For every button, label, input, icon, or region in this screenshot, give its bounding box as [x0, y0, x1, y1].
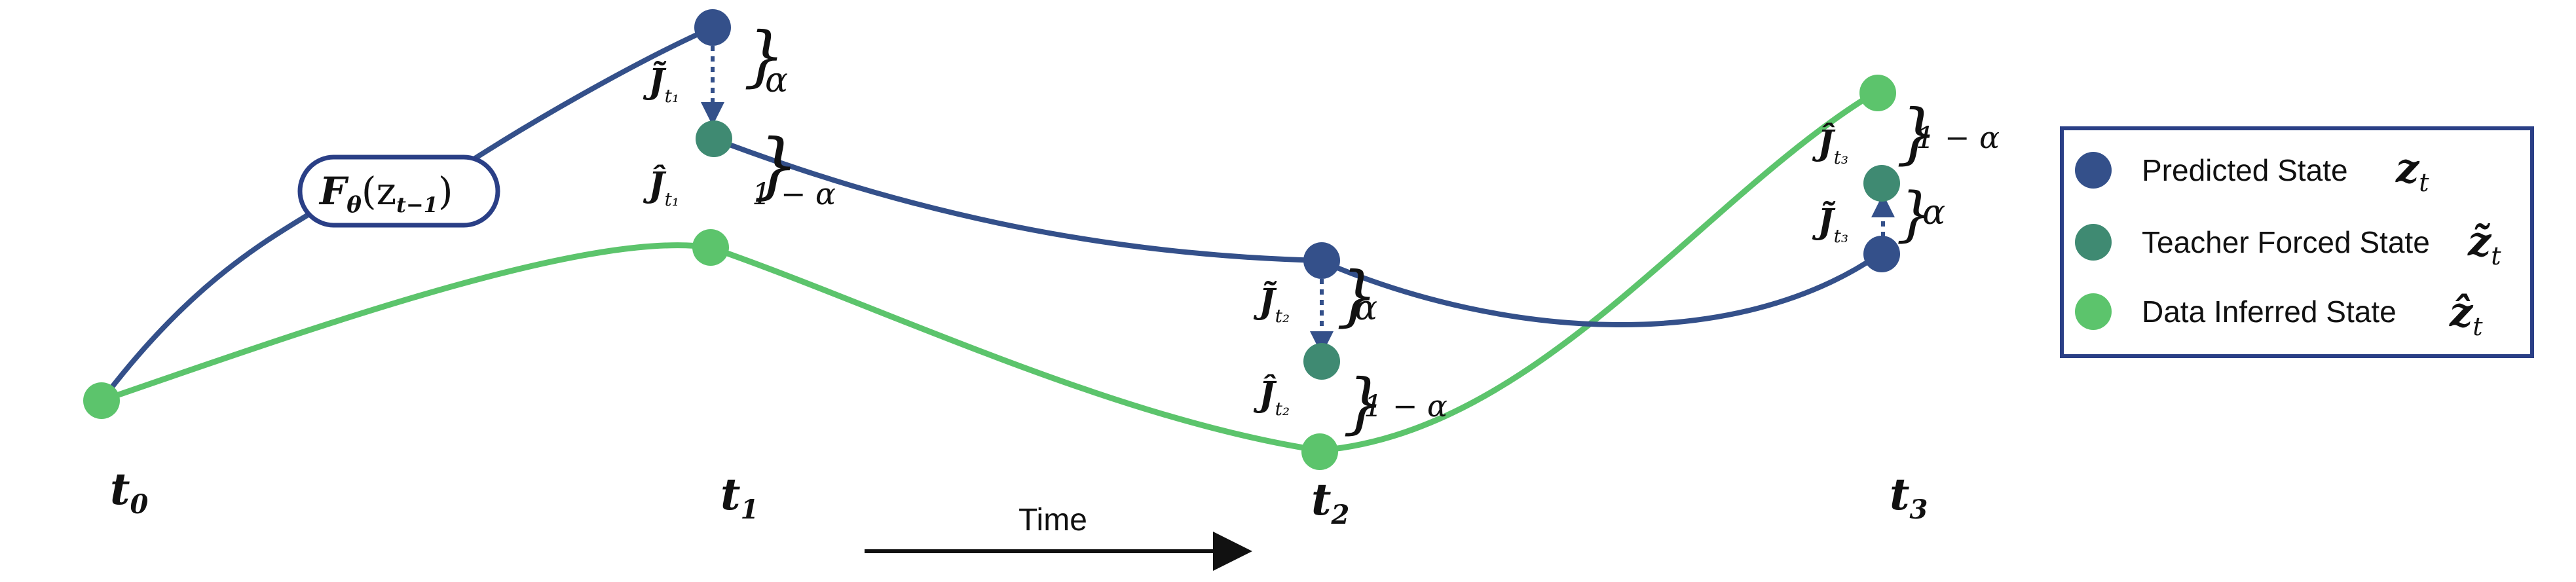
alpha-label-t2: α [1354, 289, 1377, 328]
data-inferred-trajectory [100, 90, 1876, 454]
legend-label-inferred: Data Inferred State [2142, 295, 2397, 329]
teacher-forced-node-t2 [1303, 343, 1340, 380]
jacobian-hat-t2: Ĵt₂ [1253, 374, 1290, 420]
predicted-trajectory-seg0 [99, 200, 329, 403]
one-minus-alpha-label-t2: 1 − α [1364, 388, 1447, 424]
predicted-trajectory-seg1 [713, 136, 1322, 263]
legend-swatch-teacher [2075, 224, 2112, 261]
t1-cluster: } } α 1 − α J̃t₁ Ĵt₁ [643, 9, 836, 266]
teacher-forced-node-t3 [1863, 165, 1900, 202]
svg-text:}: } [1896, 180, 1933, 249]
predicted-state-node-t2 [1303, 242, 1340, 279]
alpha-label-t3: α [1922, 193, 1945, 232]
legend-item-teacher: Teacher Forced State z̃t [2075, 217, 2501, 270]
data-inferred-node-t1 [692, 229, 729, 266]
jacobian-tilde-t2: J̃t₂ [1253, 282, 1290, 327]
time-label-t0: t0 [110, 464, 149, 520]
legend: Predicted State zt Teacher Forced State … [2060, 126, 2534, 358]
jacobian-hat-t3: Ĵt₃ [1812, 122, 1848, 168]
svg-text:}: } [1896, 95, 1938, 172]
svg-text:Fθ(zt−1): Fθ(zt−1) [318, 169, 453, 218]
time-label-t3: t3 [1890, 469, 1928, 525]
data-inferred-node-t3 [1859, 75, 1896, 111]
legend-item-predicted: Predicted State zt [2075, 144, 2429, 197]
t3-cluster: } } 1 − α α Ĵt₃ J̃t₃ [1812, 75, 2000, 272]
predicted-state-node-t1 [694, 9, 731, 46]
svg-text:}: } [1336, 257, 1378, 334]
initial-state-node-t0 [83, 382, 120, 419]
time-label-t2: t2 [1311, 474, 1349, 530]
predicted-trajectory-seg0b [457, 25, 714, 172]
jacobian-tilde-t1: J̃t₁ [643, 62, 679, 107]
legend-label-predicted: Predicted State [2142, 153, 2348, 187]
transition-function-box: Fθ(zt−1) [297, 155, 500, 228]
predicted-trajectory-seg2 [1322, 251, 1882, 327]
predicted-state-node-t3 [1863, 236, 1900, 272]
legend-swatch-inferred [2075, 293, 2112, 330]
svg-text:}: } [753, 123, 799, 207]
legend-label-teacher: Teacher Forced State [2142, 225, 2430, 259]
svg-text:}: } [1343, 365, 1385, 441]
one-minus-alpha-label-t1: 1 − α [752, 176, 836, 211]
legend-item-inferred: Data Inferred State ẑt [2075, 288, 2483, 341]
jacobian-hat-t1: Ĵt₁ [643, 164, 679, 210]
legend-symbol-inferred: ẑt [2449, 288, 2483, 341]
time-axis-arrow: Time [865, 503, 1252, 571]
data-inferred-node-t2 [1301, 433, 1338, 470]
legend-symbol-teacher: z̃t [2467, 217, 2501, 270]
legend-swatch-predicted [2075, 152, 2112, 189]
svg-text:}: } [743, 18, 785, 94]
jacobian-tilde-t3: J̃t₃ [1812, 202, 1848, 247]
t2-cluster: } } α 1 − α J̃t₂ Ĵt₂ [1253, 242, 1447, 470]
legend-symbol-predicted: zt [2395, 144, 2429, 197]
one-minus-alpha-label-t3: 1 − α [1916, 120, 2000, 155]
time-arrow-label: Time [1018, 503, 1087, 537]
teacher-forced-node-t1 [696, 120, 732, 157]
alpha-label-t1: α [765, 61, 788, 100]
time-label-t1: t1 [720, 469, 758, 525]
